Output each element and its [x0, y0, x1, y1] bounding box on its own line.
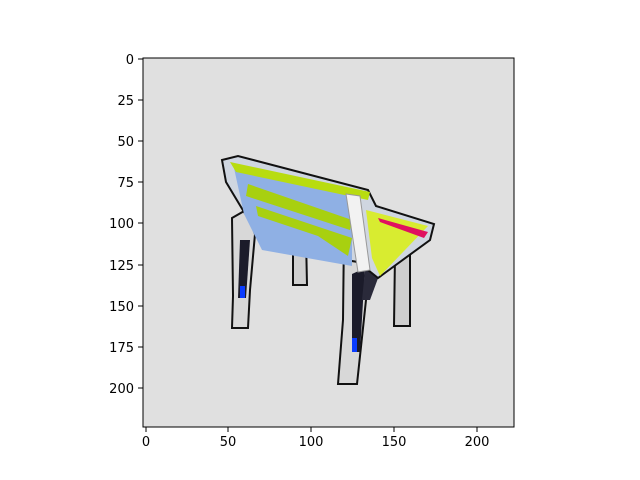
- y-tick-label: 50: [117, 135, 134, 150]
- y-tick-label: 25: [117, 94, 134, 109]
- y-tick-label: 175: [109, 341, 134, 356]
- x-tick-label: 150: [382, 435, 407, 450]
- seat-side-red: [378, 218, 428, 238]
- seat-stripe-2: [256, 206, 352, 256]
- x-tick-label: 100: [299, 435, 324, 450]
- seat-stripe-top: [230, 162, 370, 200]
- y-axis: [138, 58, 143, 389]
- y-tick-label: 125: [109, 259, 134, 274]
- seat-stripe-1: [246, 184, 352, 230]
- y-tick-label: 100: [109, 217, 134, 232]
- seat-highlight: [345, 193, 371, 273]
- leg-blue-mid: [352, 338, 357, 352]
- seat-side-yellow: [366, 210, 428, 276]
- y-tick-label: 200: [109, 382, 134, 397]
- y-tick-label: 0: [126, 53, 134, 68]
- x-tick-label: 200: [465, 435, 490, 450]
- leg-shadow-left: [238, 240, 250, 298]
- x-tick-label: 50: [220, 435, 237, 450]
- chair-image: [220, 154, 436, 385]
- leg-shadow-mid: [352, 268, 365, 352]
- y-tick-label: 75: [117, 176, 134, 191]
- leg-blue-left: [240, 286, 245, 298]
- y-tick-label: 150: [109, 300, 134, 315]
- x-tick-label: 0: [142, 435, 150, 450]
- x-axis: [145, 427, 478, 432]
